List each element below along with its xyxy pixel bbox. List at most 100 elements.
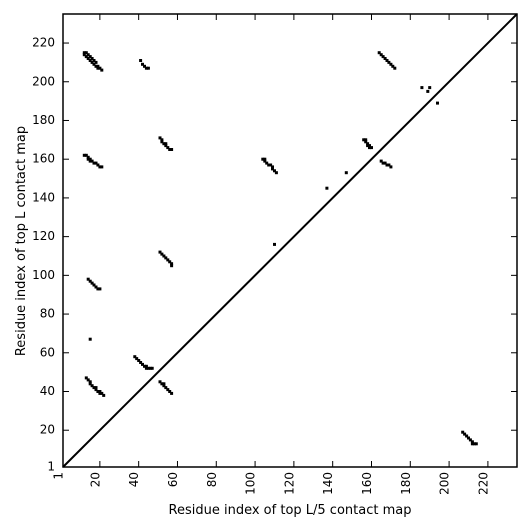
- contact-point: [263, 157, 267, 161]
- x-axis-label: Residue index of top L/5 contact map: [169, 503, 412, 518]
- contact-point: [141, 362, 144, 366]
- contact-point: [364, 138, 368, 142]
- contact-point: [94, 60, 98, 64]
- contact-point: [158, 380, 162, 384]
- contact-point: [84, 153, 88, 157]
- contact-point: [465, 434, 469, 438]
- contact-point: [98, 390, 102, 393]
- contact-point: [160, 140, 164, 144]
- contact-point: [88, 55, 92, 59]
- contact-point: [385, 163, 389, 167]
- y-tick-label: 20: [40, 423, 55, 437]
- y-tick-label: 140: [32, 190, 55, 204]
- contact-point: [86, 57, 90, 60]
- contact-point: [467, 436, 470, 440]
- contact-point: [92, 59, 96, 62]
- contact-point: [88, 337, 92, 341]
- contact-point: [379, 53, 383, 57]
- x-tick-label: 180: [399, 472, 413, 495]
- contact-point: [86, 155, 90, 159]
- contact-point: [88, 157, 92, 161]
- contact-point: [146, 366, 150, 370]
- contact-point: [470, 442, 474, 446]
- x-tick-label: 120: [282, 472, 296, 495]
- contact-point: [158, 136, 162, 140]
- contact-point: [92, 161, 96, 165]
- contact-point: [96, 66, 100, 70]
- contact-point: [146, 66, 150, 70]
- contact-point: [164, 142, 168, 146]
- contact-point: [269, 163, 273, 167]
- contact-point: [90, 57, 94, 60]
- contact-point: [144, 66, 148, 70]
- contact-point: [271, 165, 274, 169]
- contact-point: [86, 53, 90, 57]
- x-tick-label: 100: [244, 472, 258, 495]
- contact-point: [160, 138, 164, 142]
- contact-point: [143, 64, 146, 68]
- contact-point: [463, 432, 467, 436]
- y-tick-label: 220: [32, 36, 55, 50]
- contact-point: [261, 157, 265, 161]
- y-tick-label: 60: [40, 345, 55, 359]
- contact-point: [86, 277, 90, 281]
- contact-point: [96, 64, 100, 68]
- contact-point: [271, 167, 274, 171]
- contact-point: [273, 169, 276, 173]
- contact-point: [366, 144, 370, 148]
- contact-point: [368, 144, 371, 148]
- contact-point: [428, 86, 432, 90]
- contact-point: [139, 361, 143, 364]
- contact-point: [170, 391, 174, 395]
- contact-point: [170, 148, 174, 151]
- contact-point: [377, 51, 381, 55]
- contact-point: [90, 60, 94, 64]
- contact-point: [160, 252, 164, 256]
- contact-point: [468, 438, 472, 442]
- contact-point: [436, 101, 439, 105]
- contact-point: [133, 355, 137, 359]
- contact-point: [94, 386, 98, 390]
- contact-point: [98, 66, 102, 70]
- contact-point: [90, 281, 94, 285]
- contact-point: [88, 380, 92, 384]
- contact-point: [166, 388, 170, 392]
- contact-point: [94, 161, 98, 165]
- contact-point: [102, 393, 106, 397]
- contact-point: [94, 64, 98, 68]
- contact-point: [86, 378, 90, 382]
- contact-point: [82, 53, 86, 57]
- contact-point: [267, 163, 271, 167]
- contact-point: [143, 364, 146, 368]
- contact-point: [393, 66, 397, 70]
- contact-point: [265, 161, 269, 165]
- contact-point: [88, 279, 92, 283]
- contact-point: [426, 89, 430, 93]
- y-tick-label: 40: [40, 384, 55, 398]
- contact-point: [420, 86, 424, 90]
- x-tick-label: 40: [127, 472, 141, 487]
- x-axis-ticks: 1 20 40 60 80 100 120 140 160 180 200 220: [52, 14, 490, 495]
- contact-point: [168, 260, 172, 264]
- contact-point: [166, 258, 170, 262]
- contact-point: [162, 254, 166, 258]
- contact-point: [94, 285, 98, 289]
- contact-point: [92, 386, 96, 390]
- contact-point: [381, 161, 385, 165]
- contact-point: [368, 146, 371, 150]
- contact-point: [366, 142, 370, 146]
- contact-point: [162, 384, 166, 388]
- diagonal-line: [62, 13, 518, 468]
- x-tick-label: 220: [476, 472, 490, 495]
- contact-point: [474, 442, 478, 446]
- contact-point: [141, 62, 144, 66]
- contact-point: [82, 153, 86, 157]
- contact-point: [168, 390, 172, 393]
- contact-point: [383, 57, 387, 60]
- contact-point: [88, 382, 92, 386]
- contact-point: [470, 440, 474, 444]
- contact-point: [381, 55, 385, 59]
- contact-point: [162, 382, 166, 386]
- contact-point: [344, 171, 348, 175]
- contact-point: [96, 390, 100, 393]
